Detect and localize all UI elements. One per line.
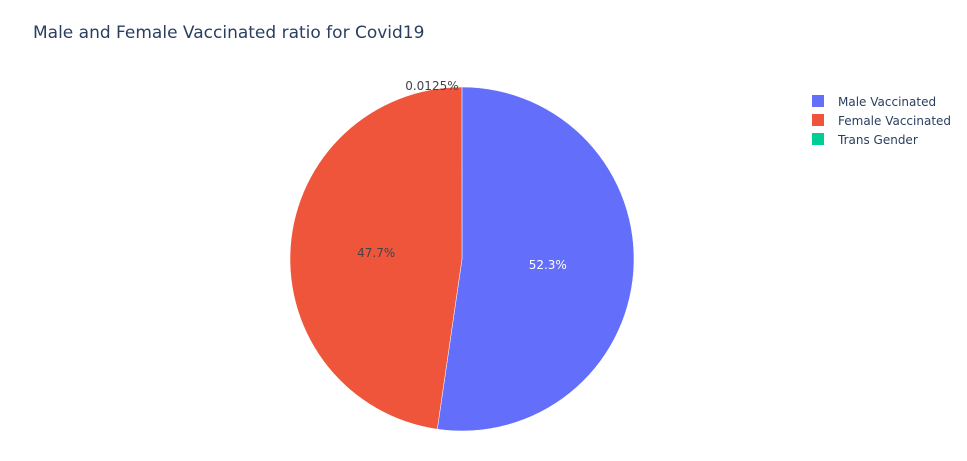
legend: Male Vaccinated Female Vaccinated Trans … xyxy=(812,95,951,147)
pie-labels: 52.3% 47.7% 0.0125% xyxy=(357,79,567,272)
pie-slices xyxy=(289,86,635,432)
legend-label-female: Female Vaccinated xyxy=(838,114,951,128)
chart-title: Male and Female Vaccinated ratio for Cov… xyxy=(33,23,424,43)
legend-swatch-trans xyxy=(812,133,824,145)
legend-item-trans[interactable]: Trans Gender xyxy=(812,133,918,147)
legend-swatch-female xyxy=(812,114,824,126)
pie-label-trans: 0.0125% xyxy=(405,79,458,93)
legend-item-female[interactable]: Female Vaccinated xyxy=(812,114,951,128)
legend-item-male[interactable]: Male Vaccinated xyxy=(812,95,936,109)
pie-slice-female[interactable] xyxy=(289,86,463,430)
pie-label-female: 47.7% xyxy=(357,246,395,260)
legend-swatch-male xyxy=(812,95,824,107)
pie-label-male: 52.3% xyxy=(529,258,567,272)
pie-slice-male[interactable] xyxy=(437,86,635,432)
legend-label-trans: Trans Gender xyxy=(837,133,918,147)
legend-label-male: Male Vaccinated xyxy=(838,95,936,109)
